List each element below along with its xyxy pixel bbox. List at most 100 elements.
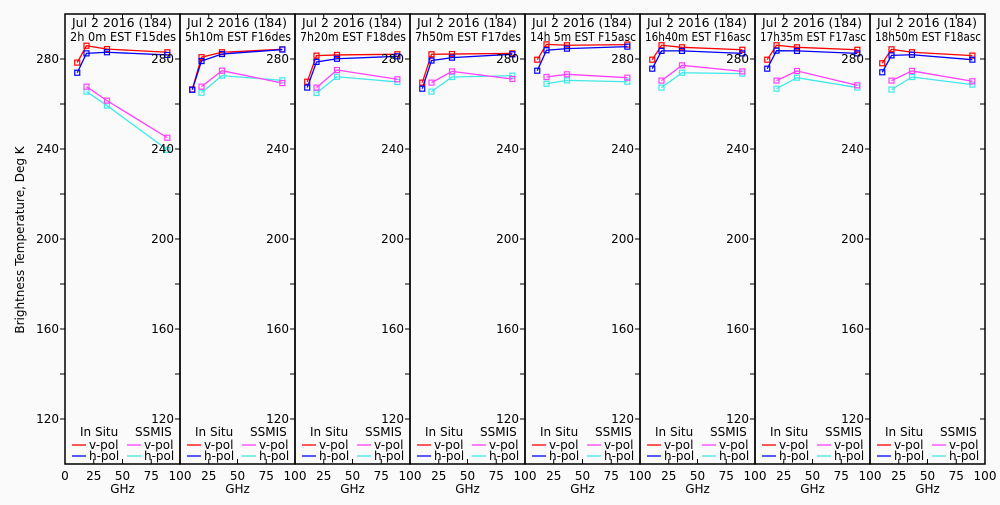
legend-insitu-title: In Situ [310, 425, 348, 439]
data-point-ssmis-v [279, 79, 286, 87]
y-tick-label: 160 [266, 322, 289, 336]
y-tick-label: 120 [151, 412, 174, 426]
data-point-insitu-h [394, 53, 401, 60]
series-line-insitu-h [421, 53, 513, 89]
data-point-insitu-v [793, 44, 801, 51]
legend-label-insitu-v: v-pol [204, 438, 233, 452]
y-tick-label: 160 [381, 322, 404, 336]
y-tick-label: 200 [841, 232, 864, 246]
x-tick-label: 25 [201, 469, 216, 483]
series-line-insitu-v [651, 44, 743, 61]
series-line-ssmis-v [86, 86, 168, 139]
data-point-insitu-h [83, 50, 90, 57]
data-point-ssmis-h [164, 146, 171, 153]
legend-ssmis-title: SSMIS [365, 425, 402, 439]
series-line-insitu-h [766, 50, 858, 69]
x-tick-label: 100 [514, 469, 537, 483]
x-tick-label: 75 [834, 469, 849, 483]
data-point-insitu-h [764, 65, 771, 72]
data-point-ssmis-v [164, 134, 171, 141]
legend-label-insitu-v: v-pol [779, 438, 808, 452]
legend-label-ssmis-h: h-pol [719, 449, 749, 463]
y-tick-label: 160 [726, 322, 749, 336]
y-tick-label: 120 [726, 412, 749, 426]
legend-label-insitu-h: h-pol [319, 449, 349, 463]
data-point-insitu-v [563, 42, 571, 49]
data-point-insitu-v [764, 56, 771, 63]
y-tick-label: 240 [726, 142, 749, 156]
data-point-ssmis-h [333, 73, 341, 80]
y-tick-label: 240 [36, 142, 59, 156]
x-tick-label: 50 [460, 469, 475, 483]
legend-label-ssmis-v: v-pol [719, 438, 748, 452]
data-point-insitu-h [218, 50, 226, 58]
x-tick-label: 50 [345, 469, 360, 483]
x-tick-label: 100 [284, 469, 307, 483]
legend-label-ssmis-v: v-pol [834, 438, 863, 452]
y-tick-label: 160 [36, 322, 59, 336]
x-tick-label: 50 [230, 469, 245, 483]
x-tick-label: 75 [719, 469, 734, 483]
x-tick-label: 50 [115, 469, 130, 483]
data-point-ssmis-v [333, 66, 341, 74]
legend-label-insitu-h: h-pol [779, 449, 809, 463]
y-tick-label: 280 [36, 52, 59, 66]
data-point-ssmis-v [428, 79, 435, 86]
data-point-insitu-h [198, 57, 205, 65]
panel-time: 18h50m EST F18asc [875, 30, 981, 44]
panel-date: Jul 2 2016 (184) [186, 16, 287, 30]
series-line-insitu-v [766, 44, 858, 61]
data-point-insitu-v [739, 46, 746, 53]
legend-label-ssmis-v: v-pol [489, 438, 518, 452]
legend-label-ssmis-h: h-pol [949, 449, 979, 463]
x-tick-label: 100 [974, 469, 997, 483]
data-point-ssmis-h [448, 73, 456, 81]
panel-2: 120 160 200 240 280 25 50 75 100 GHz Jul 2 2016 (1… [151, 13, 307, 496]
data-point-insitu-h [678, 47, 686, 55]
y-tick-label: 200 [151, 232, 174, 246]
panel-date: Jul 2 2016 (184) [301, 16, 402, 30]
legend-insitu-title: In Situ [80, 425, 118, 439]
y-tick-label: 200 [381, 232, 404, 246]
data-point-insitu-h [563, 45, 571, 52]
data-point-insitu-h [879, 69, 886, 76]
x-tick-label: 75 [604, 469, 619, 483]
series-line-ssmis-v [661, 64, 743, 82]
y-tick-label: 280 [266, 52, 289, 66]
y-tick-label: 160 [611, 322, 634, 336]
legend-label-ssmis-v: v-pol [259, 438, 288, 452]
data-point-insitu-h [739, 50, 746, 57]
x-tick-label: 50 [575, 469, 590, 483]
y-tick-label: 120 [496, 412, 519, 426]
panel-time: 17h35m EST F17asc [760, 30, 866, 44]
series-line-ssmis-v [891, 70, 973, 82]
series-line-ssmis-v [201, 70, 283, 88]
legend-insitu-title: In Situ [885, 425, 923, 439]
series-line-ssmis-h [776, 76, 858, 90]
y-tick-label: 240 [266, 142, 289, 156]
data-point-insitu-h [509, 51, 516, 58]
legend-label-insitu-h: h-pol [204, 449, 234, 463]
legend-label-ssmis-h: h-pol [489, 449, 519, 463]
data-point-insitu-h [189, 86, 196, 93]
data-point-insitu-h [448, 54, 456, 61]
legend-insitu-title: In Situ [770, 425, 808, 439]
y-tick-label: 120 [611, 412, 634, 426]
y-tick-label: 200 [611, 232, 634, 246]
x-tick-label: 25 [86, 469, 101, 483]
panel-time: 7h20m EST F18des [300, 30, 406, 44]
legend-insitu-title: In Situ [195, 425, 233, 439]
legend-ssmis-title: SSMIS [480, 425, 517, 439]
data-point-ssmis-v [198, 83, 205, 90]
data-point-insitu-h [74, 69, 81, 76]
data-point-insitu-v [534, 56, 541, 63]
x-tick-label: 25 [546, 469, 561, 483]
series-line-ssmis-h [891, 76, 973, 91]
data-point-ssmis-h [198, 89, 205, 96]
data-point-ssmis-h [908, 73, 916, 81]
data-point-ssmis-v [448, 68, 456, 75]
legend-ssmis-title: SSMIS [250, 425, 287, 439]
x-axis-title: GHz [570, 482, 595, 496]
x-tick-label: 75 [259, 469, 274, 483]
panel-1: 120 160 200 240 280 0 25 50 75 100 GHz Jul 2 2016 (… [36, 13, 191, 496]
